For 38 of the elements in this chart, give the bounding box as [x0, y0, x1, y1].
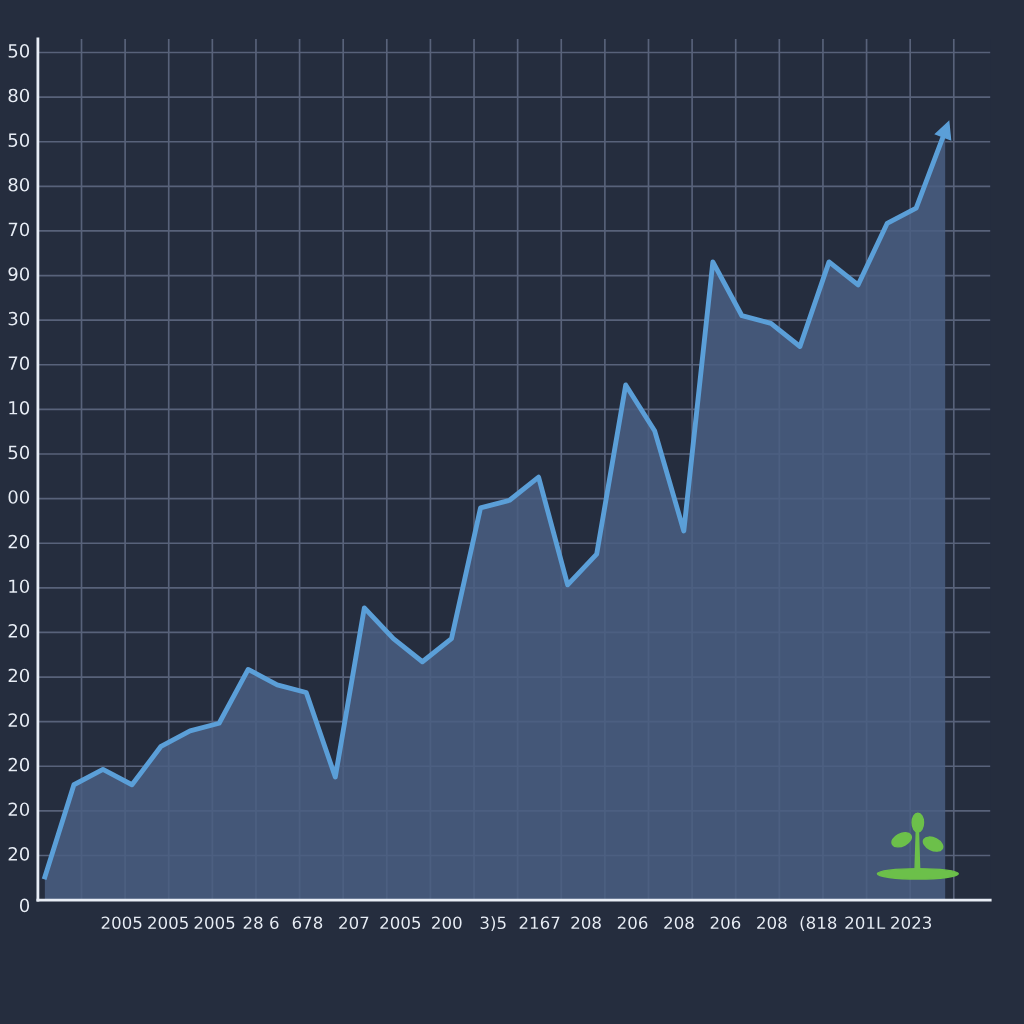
text: 20 — [8, 534, 30, 549]
text: 208 — [664, 916, 694, 930]
text: 20 — [8, 624, 30, 638]
text: 10 — [9, 400, 30, 415]
text: 2167 — [519, 916, 560, 930]
text: 206 — [710, 916, 741, 930]
text: 206 — [617, 916, 648, 930]
text: 200 — [432, 916, 462, 930]
text: 3)5 — [480, 916, 506, 932]
text: 2005 — [101, 916, 142, 930]
text: 20 — [8, 757, 30, 772]
text: 2005 — [148, 916, 188, 930]
text: 90 — [8, 267, 30, 281]
text: 50 — [8, 445, 30, 460]
text: 20 — [8, 802, 30, 817]
text: 2023 — [891, 916, 932, 930]
text: 00 — [8, 490, 30, 504]
text: 208 — [757, 916, 787, 930]
text: 28 6 — [243, 916, 279, 930]
text: 70 — [8, 356, 30, 371]
text: (818 — [800, 916, 837, 932]
text: 80 — [8, 88, 30, 103]
text: 50 — [8, 44, 30, 58]
text: 50 — [8, 133, 30, 147]
text: 80 — [8, 177, 30, 192]
text: 201L — [845, 916, 886, 930]
text: 2005 — [194, 916, 235, 930]
text: 20 — [8, 847, 30, 861]
text: 20 — [8, 668, 30, 683]
text: 10 — [9, 579, 30, 594]
text: 0 — [19, 898, 30, 913]
text: 20 — [8, 713, 30, 727]
text: 208 — [571, 916, 601, 930]
text: 70 — [8, 222, 30, 237]
text: 30 — [8, 311, 30, 326]
text: 207 — [339, 916, 369, 930]
text: 2005 — [380, 916, 421, 930]
text: 678 — [292, 916, 323, 930]
